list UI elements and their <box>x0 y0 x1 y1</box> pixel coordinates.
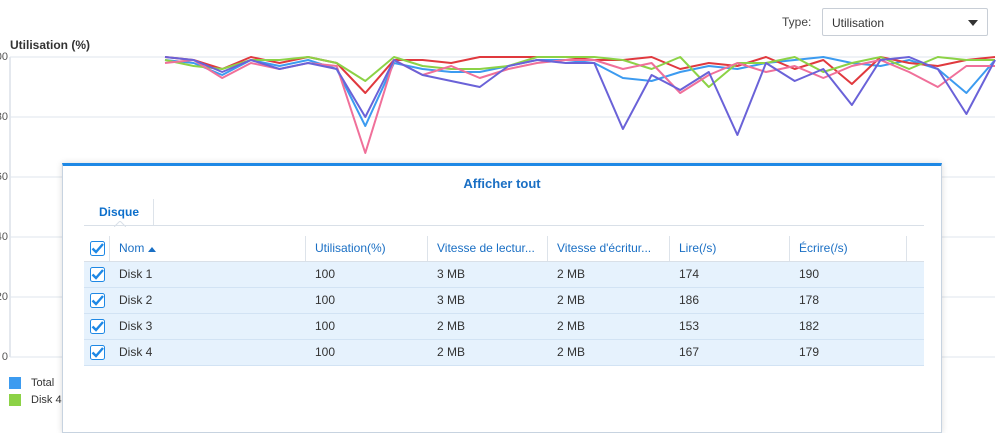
tab[interactable]: Disque <box>85 199 155 225</box>
checkbox[interactable] <box>90 319 105 334</box>
column-header-text: Vitesse de lectur... <box>437 241 535 255</box>
table-cell: Disk 2 <box>119 293 153 307</box>
table-header: Nom Utilisation(%) Vitesse de lectur... Vit… <box>84 236 924 262</box>
table-cell: 2 MB <box>557 319 586 333</box>
chart-title: Utilisation (%) <box>10 38 90 52</box>
column-header-text: Nom <box>119 241 145 255</box>
legend-label: Disk 4 <box>31 394 62 406</box>
table-cell: Disk 3 <box>119 319 153 333</box>
tab-line <box>84 225 924 226</box>
y-tick-label: 80 <box>0 111 8 123</box>
table-cell: 100 <box>315 319 336 333</box>
series-line <box>164 56 996 136</box>
column-header[interactable]: Nom <box>110 236 306 261</box>
y-tick-label: 00 <box>0 51 8 63</box>
table-cell: 174 <box>679 267 700 281</box>
y-tick-label: 0 <box>2 351 8 363</box>
column-header[interactable]: Vitesse de lectur... <box>428 236 548 261</box>
column-header[interactable]: Lire(/s) <box>670 236 790 261</box>
table: Nom Utilisation(%) Vitesse de lectur... Vit… <box>84 236 924 366</box>
checkbox[interactable] <box>90 345 105 360</box>
checkbox[interactable] <box>90 267 105 282</box>
header-checkbox-cell <box>84 236 110 261</box>
table-cell: Disk 1 <box>119 267 153 281</box>
series-line <box>164 56 995 88</box>
y-tick-label: 40 <box>0 231 8 243</box>
table-cell: 100 <box>315 345 336 359</box>
column-header[interactable]: Écrire(/s) <box>790 236 907 261</box>
column-header-text: Écrire(/s) <box>799 241 848 255</box>
column-header[interactable]: Utilisation(%) <box>306 236 428 261</box>
row-checkbox-cell <box>84 262 110 287</box>
table-cell: 178 <box>799 293 820 307</box>
dialog-title: Afficher tout <box>463 176 541 191</box>
sort-arrow <box>148 247 157 252</box>
legend-label: Total <box>31 377 54 389</box>
table-cell: 3 MB <box>437 267 466 281</box>
type-select[interactable]: Utilisation <box>822 8 988 36</box>
y-tick-label: 60 <box>0 171 8 183</box>
screen: {"header": {"type_label": "Type:", "type… <box>0 8 996 433</box>
dialog: Afficher tout Disque Nom Utilisation(%) Vi… <box>62 163 942 433</box>
table-cell: 100 <box>315 267 336 281</box>
legend-swatch <box>9 377 21 389</box>
table-cell: 190 <box>799 267 820 281</box>
table-row[interactable]: Disk 2 100 3 MB 2 MB 186 178 <box>84 288 924 314</box>
row-checkbox-cell <box>84 314 110 339</box>
column-header-text: Vitesse d'écritur... <box>557 241 652 255</box>
table-row[interactable]: Disk 1 100 3 MB 2 MB 174 190 <box>84 262 924 288</box>
column-header[interactable]: Vitesse d'écritur... <box>548 236 670 261</box>
dropdown-arrow <box>968 20 978 26</box>
table-cell: 100 <box>315 293 336 307</box>
tab-pointer <box>114 221 126 227</box>
table-cell: Disk 4 <box>119 345 153 359</box>
series-line <box>164 56 996 127</box>
legend-swatch <box>9 394 21 406</box>
table-cell: 2 MB <box>437 319 466 333</box>
table-row[interactable]: Disk 3 100 2 MB 2 MB 153 182 <box>84 314 924 340</box>
table-cell: 179 <box>799 345 820 359</box>
table-cell: 2 MB <box>557 345 586 359</box>
table-cell: 2 MB <box>557 267 586 281</box>
type-select-value: Utilisation <box>832 16 885 30</box>
table-cell: 182 <box>799 319 820 333</box>
y-tick-label: 20 <box>0 291 8 303</box>
row-checkbox-cell <box>84 288 110 313</box>
table-cell: 153 <box>679 319 700 333</box>
checkbox[interactable] <box>90 293 105 308</box>
type-label: Type: <box>782 15 812 29</box>
table-cell: 186 <box>679 293 700 307</box>
table-cell: 167 <box>679 345 700 359</box>
column-header-text: Lire(/s) <box>679 241 717 255</box>
checkbox[interactable] <box>90 241 105 256</box>
table-cell: 3 MB <box>437 293 466 307</box>
table-cell: 2 MB <box>557 293 586 307</box>
table-cell: 2 MB <box>437 345 466 359</box>
column-header-text: Utilisation(%) <box>315 241 386 255</box>
row-checkbox-cell <box>84 340 110 365</box>
table-row[interactable]: Disk 4 100 2 MB 2 MB 167 179 <box>84 340 924 366</box>
